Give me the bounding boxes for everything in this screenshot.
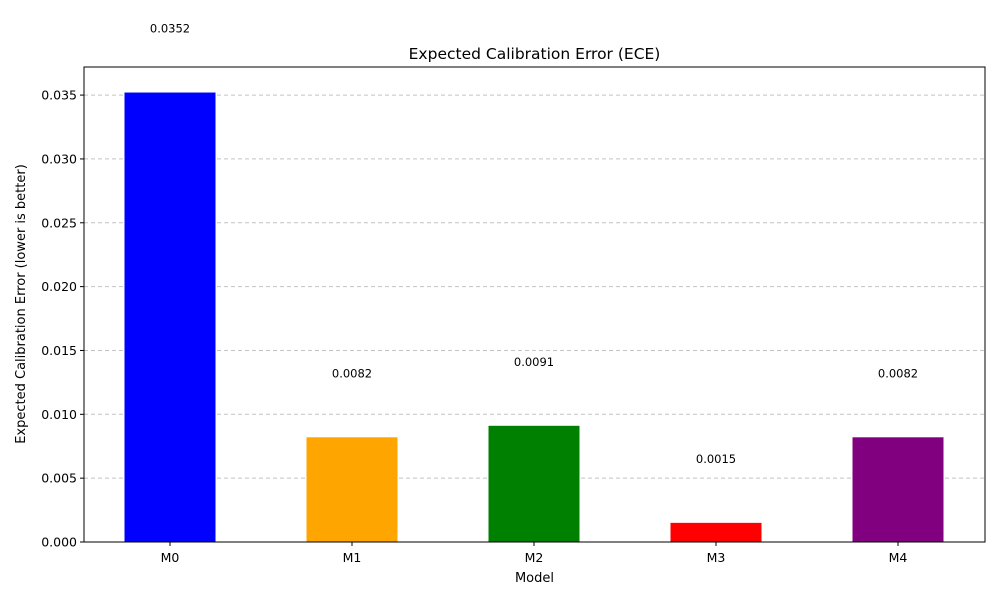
y-tick-label: 0.005 xyxy=(41,471,77,486)
bars xyxy=(124,92,944,543)
axis-ticks: 0.000 0.005 0.010 0.015 0.020 0.025 0.030 0.035… xyxy=(41,88,907,565)
x-tick-label: M2 xyxy=(525,550,544,565)
data-label-m3: 0.0015 xyxy=(696,452,736,466)
x-tick-label: M3 xyxy=(707,550,726,565)
x-tick-label: M4 xyxy=(889,550,908,565)
chart-title: Expected Calibration Error (ECE) xyxy=(409,45,661,63)
y-tick-label: 0.000 xyxy=(41,535,77,550)
y-tick-label: 0.010 xyxy=(41,407,77,422)
data-label-m2: 0.0091 xyxy=(514,355,554,369)
bar-m3 xyxy=(670,522,762,542)
x-tick-label: M1 xyxy=(343,550,362,565)
bar-m4 xyxy=(852,437,944,542)
data-label-m0: 0.0352 xyxy=(150,22,190,36)
y-tick-label: 0.030 xyxy=(41,151,77,166)
data-label-m4: 0.0082 xyxy=(878,366,918,380)
y-tick-label: 0.020 xyxy=(41,279,77,294)
bar-m1 xyxy=(306,437,398,542)
grid-lines xyxy=(84,94,985,543)
x-axis-label: Model xyxy=(515,571,554,586)
bar-m2 xyxy=(488,425,580,542)
y-axis-label: Expected Calibration Error (lower is bet… xyxy=(14,164,29,444)
y-tick-label: 0.025 xyxy=(41,215,77,230)
data-labels: 0.0352 0.0082 0.0091 0.0015 0.0082 xyxy=(150,22,918,466)
x-tick-label: M0 xyxy=(161,550,180,565)
y-tick-label: 0.035 xyxy=(41,88,77,103)
data-label-m1: 0.0082 xyxy=(332,366,372,380)
y-tick-label: 0.015 xyxy=(41,343,77,358)
bar-m0 xyxy=(124,92,216,543)
